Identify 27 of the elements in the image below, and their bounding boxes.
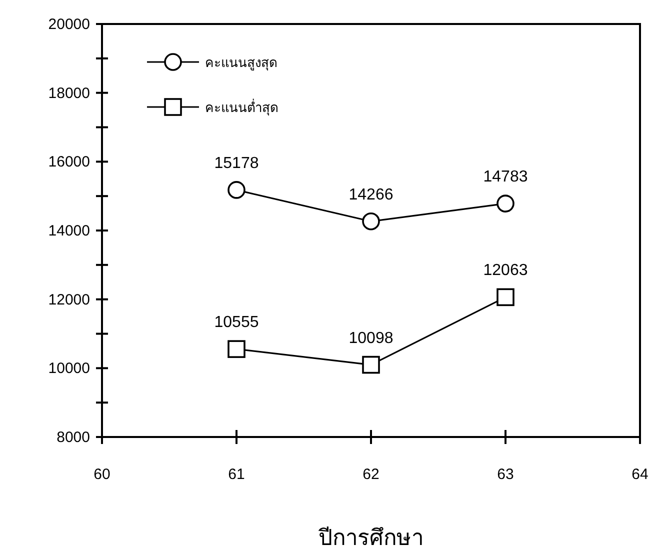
point (228, 340, 246, 358)
y-tick-label: 14000 (48, 222, 90, 240)
y-tick-label: 8000 (56, 429, 90, 446)
x-tick-label: 64 (632, 466, 648, 483)
data-label: 15178 (214, 154, 259, 172)
point (362, 212, 380, 230)
y-tick-label: 20000 (48, 16, 90, 33)
x-tick-label: 62 (362, 466, 380, 483)
x-tick-label: 61 (228, 466, 245, 483)
y-tick-label: 18000 (48, 84, 90, 102)
x-axis-title: ปีการศึกษา (318, 525, 424, 550)
y-tick-label: 16000 (48, 154, 90, 171)
x-tick-label: 63 (497, 466, 514, 483)
point (362, 356, 380, 374)
y-tick-label: 12000 (48, 291, 90, 308)
x-tick-label: 60 (94, 466, 110, 483)
data-label: 14783 (483, 168, 528, 186)
data-label: 10555 (214, 314, 259, 332)
data-label: 10098 (348, 330, 394, 347)
data-label: 12063 (483, 262, 528, 280)
legend-label: คะแนนต่ำสุด (205, 99, 278, 116)
y-tick-label: 10000 (48, 360, 90, 378)
point (496, 288, 514, 306)
legend-label: คะแนนสูงสุด (205, 55, 277, 71)
point (496, 194, 514, 212)
point (228, 181, 246, 199)
data-label: 14266 (348, 186, 394, 204)
